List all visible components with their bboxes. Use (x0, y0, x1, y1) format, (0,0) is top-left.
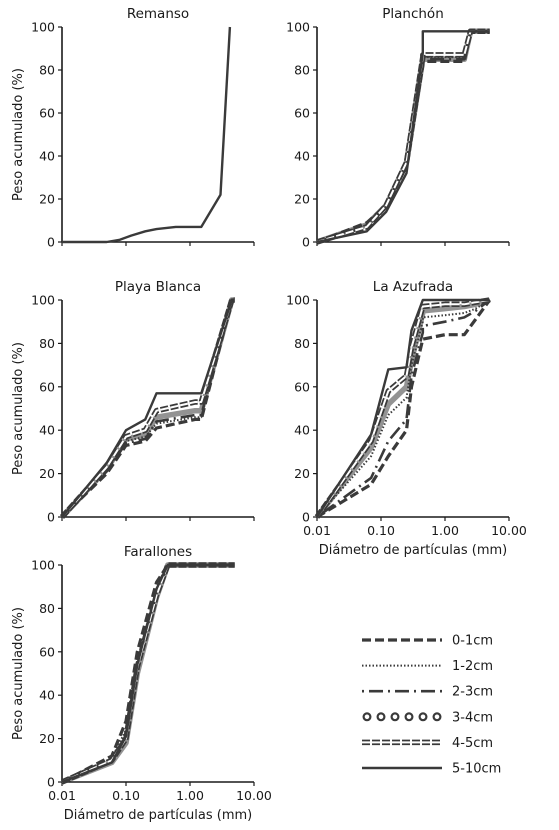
x-tick-label: 0.01 (48, 788, 76, 803)
y-tick-label: 40 (294, 423, 310, 438)
y-axis-label: Peso acumulado (%) (11, 342, 26, 475)
series-line-3-4cm (60, 562, 235, 785)
panel-title: Farallones (124, 544, 192, 560)
y-tick-label: 100 (31, 20, 55, 35)
panel-3: La Azufrada 0 20 40 60 80 100 0.01 0.10 1.00 10.00… (286, 279, 527, 558)
legend-label: 1-2cm (452, 659, 493, 674)
y-tick-label: 20 (294, 466, 310, 481)
series-line-0-1cm (316, 299, 491, 519)
series-line-2-3cm (316, 29, 490, 244)
series-line-5-10cm (61, 563, 235, 784)
y-tick-label: 40 (294, 149, 310, 164)
series-line-2-3cm (61, 563, 235, 784)
series-line-4-5cm (316, 28, 490, 245)
legend-label: 5-10cm (452, 762, 501, 777)
series-line-0-1cm (316, 29, 490, 244)
legend-label: 4-5cm (452, 736, 493, 751)
y-tick-label: 0 (302, 510, 310, 525)
series-line-3-4cm (316, 28, 490, 245)
y-tick-label: 20 (39, 466, 55, 481)
x-tick-label: 0.01 (303, 523, 331, 538)
x-tick-label: 10.00 (236, 788, 272, 803)
series-line-0-1cm (61, 563, 235, 784)
y-tick-label: 40 (39, 149, 55, 164)
legend-label: 2-3cm (452, 685, 493, 700)
legend-label: 3-4cm (452, 710, 493, 725)
y-tick-label: 80 (39, 336, 55, 351)
y-tick-label: 20 (39, 192, 55, 207)
series-line-4-5cm-inner (316, 30, 490, 243)
y-tick-label: 80 (294, 336, 310, 351)
legend-item: 0-1cm (362, 634, 493, 649)
y-tick-label: 40 (39, 423, 55, 438)
legend: 0-1cm 1-2cm 2-3cm 3-4cm 4-5cm 5-10cm (362, 634, 501, 777)
y-tick-label: 60 (39, 379, 55, 394)
series-line-5-10cm (62, 26, 232, 244)
panel-title: Planchón (382, 6, 444, 22)
x-tick-label: 1.00 (431, 523, 459, 538)
y-tick-label: 100 (286, 293, 310, 308)
y-tick-label: 100 (31, 293, 55, 308)
x-tick-label: 0.10 (112, 788, 140, 803)
y-axis-label: Peso acumulado (%) (11, 68, 26, 201)
x-axis-label: Diámetro de partículas (mm) (64, 808, 253, 823)
y-tick-label: 0 (47, 775, 55, 790)
x-tick-label: 10.00 (491, 523, 527, 538)
legend-swatch-circle (418, 712, 428, 722)
series-line-1-2cm (316, 30, 490, 243)
series-line-1-2cm (61, 564, 235, 783)
y-tick-label: 40 (39, 688, 55, 703)
y-tick-label: 100 (286, 20, 310, 35)
y-tick-label: 80 (294, 63, 310, 78)
series-line-5-10cm (61, 298, 235, 518)
legend-swatch-circle (404, 712, 414, 722)
y-tick-label: 0 (47, 235, 55, 250)
panel-2: Playa Blanca 0 20 40 60 80 100 Peso acumulado (… (11, 279, 255, 525)
y-tick-label: 20 (294, 192, 310, 207)
legend-label: 0-1cm (452, 634, 493, 649)
y-tick-label: 0 (47, 510, 55, 525)
legend-item: 3-4cm (362, 710, 493, 725)
y-tick-label: 80 (39, 63, 55, 78)
panel-title: Remanso (127, 6, 189, 22)
y-tick-label: 60 (39, 106, 55, 121)
series-line-4-5cm (60, 562, 235, 785)
y-tick-label: 60 (39, 644, 55, 659)
legend-item: 2-3cm (362, 685, 493, 700)
series-line-2-3cm (316, 298, 491, 519)
panel-1: Planchón 0 20 40 60 80 100 (286, 6, 510, 250)
y-tick-label: 60 (294, 106, 310, 121)
panel-title: Playa Blanca (115, 279, 201, 295)
panel-0: Remanso 0 20 40 60 80 100 Peso acumulado (%) (11, 6, 255, 250)
series-line-5-10cm (315, 298, 490, 518)
y-tick-label: 80 (39, 601, 55, 616)
series-line-4-5cm (314, 297, 491, 519)
series-line-4-5cm-inner (61, 564, 235, 783)
y-tick-label: 20 (39, 731, 55, 746)
y-tick-label: 60 (294, 379, 310, 394)
y-axis-label: Peso acumulado (%) (11, 607, 26, 740)
x-tick-label: 0.10 (367, 523, 395, 538)
legend-item: 4-5cm (362, 736, 493, 751)
legend-swatch-circle (376, 712, 386, 722)
x-tick-label: 1.00 (176, 788, 204, 803)
y-tick-label: 0 (302, 235, 310, 250)
legend-item: 5-10cm (362, 762, 501, 777)
x-axis-label: Diámetro de partículas (mm) (319, 543, 508, 558)
legend-item: 1-2cm (362, 659, 493, 674)
legend-swatch-circle (362, 712, 372, 722)
panel-4: Farallones 0 20 40 60 80 100 0.01 0.10 1.00 10.00 P… (11, 544, 272, 823)
legend-swatch-circle (390, 712, 400, 722)
legend-swatch-circle (432, 712, 442, 722)
panel-title: La Azufrada (373, 279, 453, 295)
series-line-5-10cm (316, 30, 490, 244)
y-tick-label: 100 (31, 558, 55, 573)
